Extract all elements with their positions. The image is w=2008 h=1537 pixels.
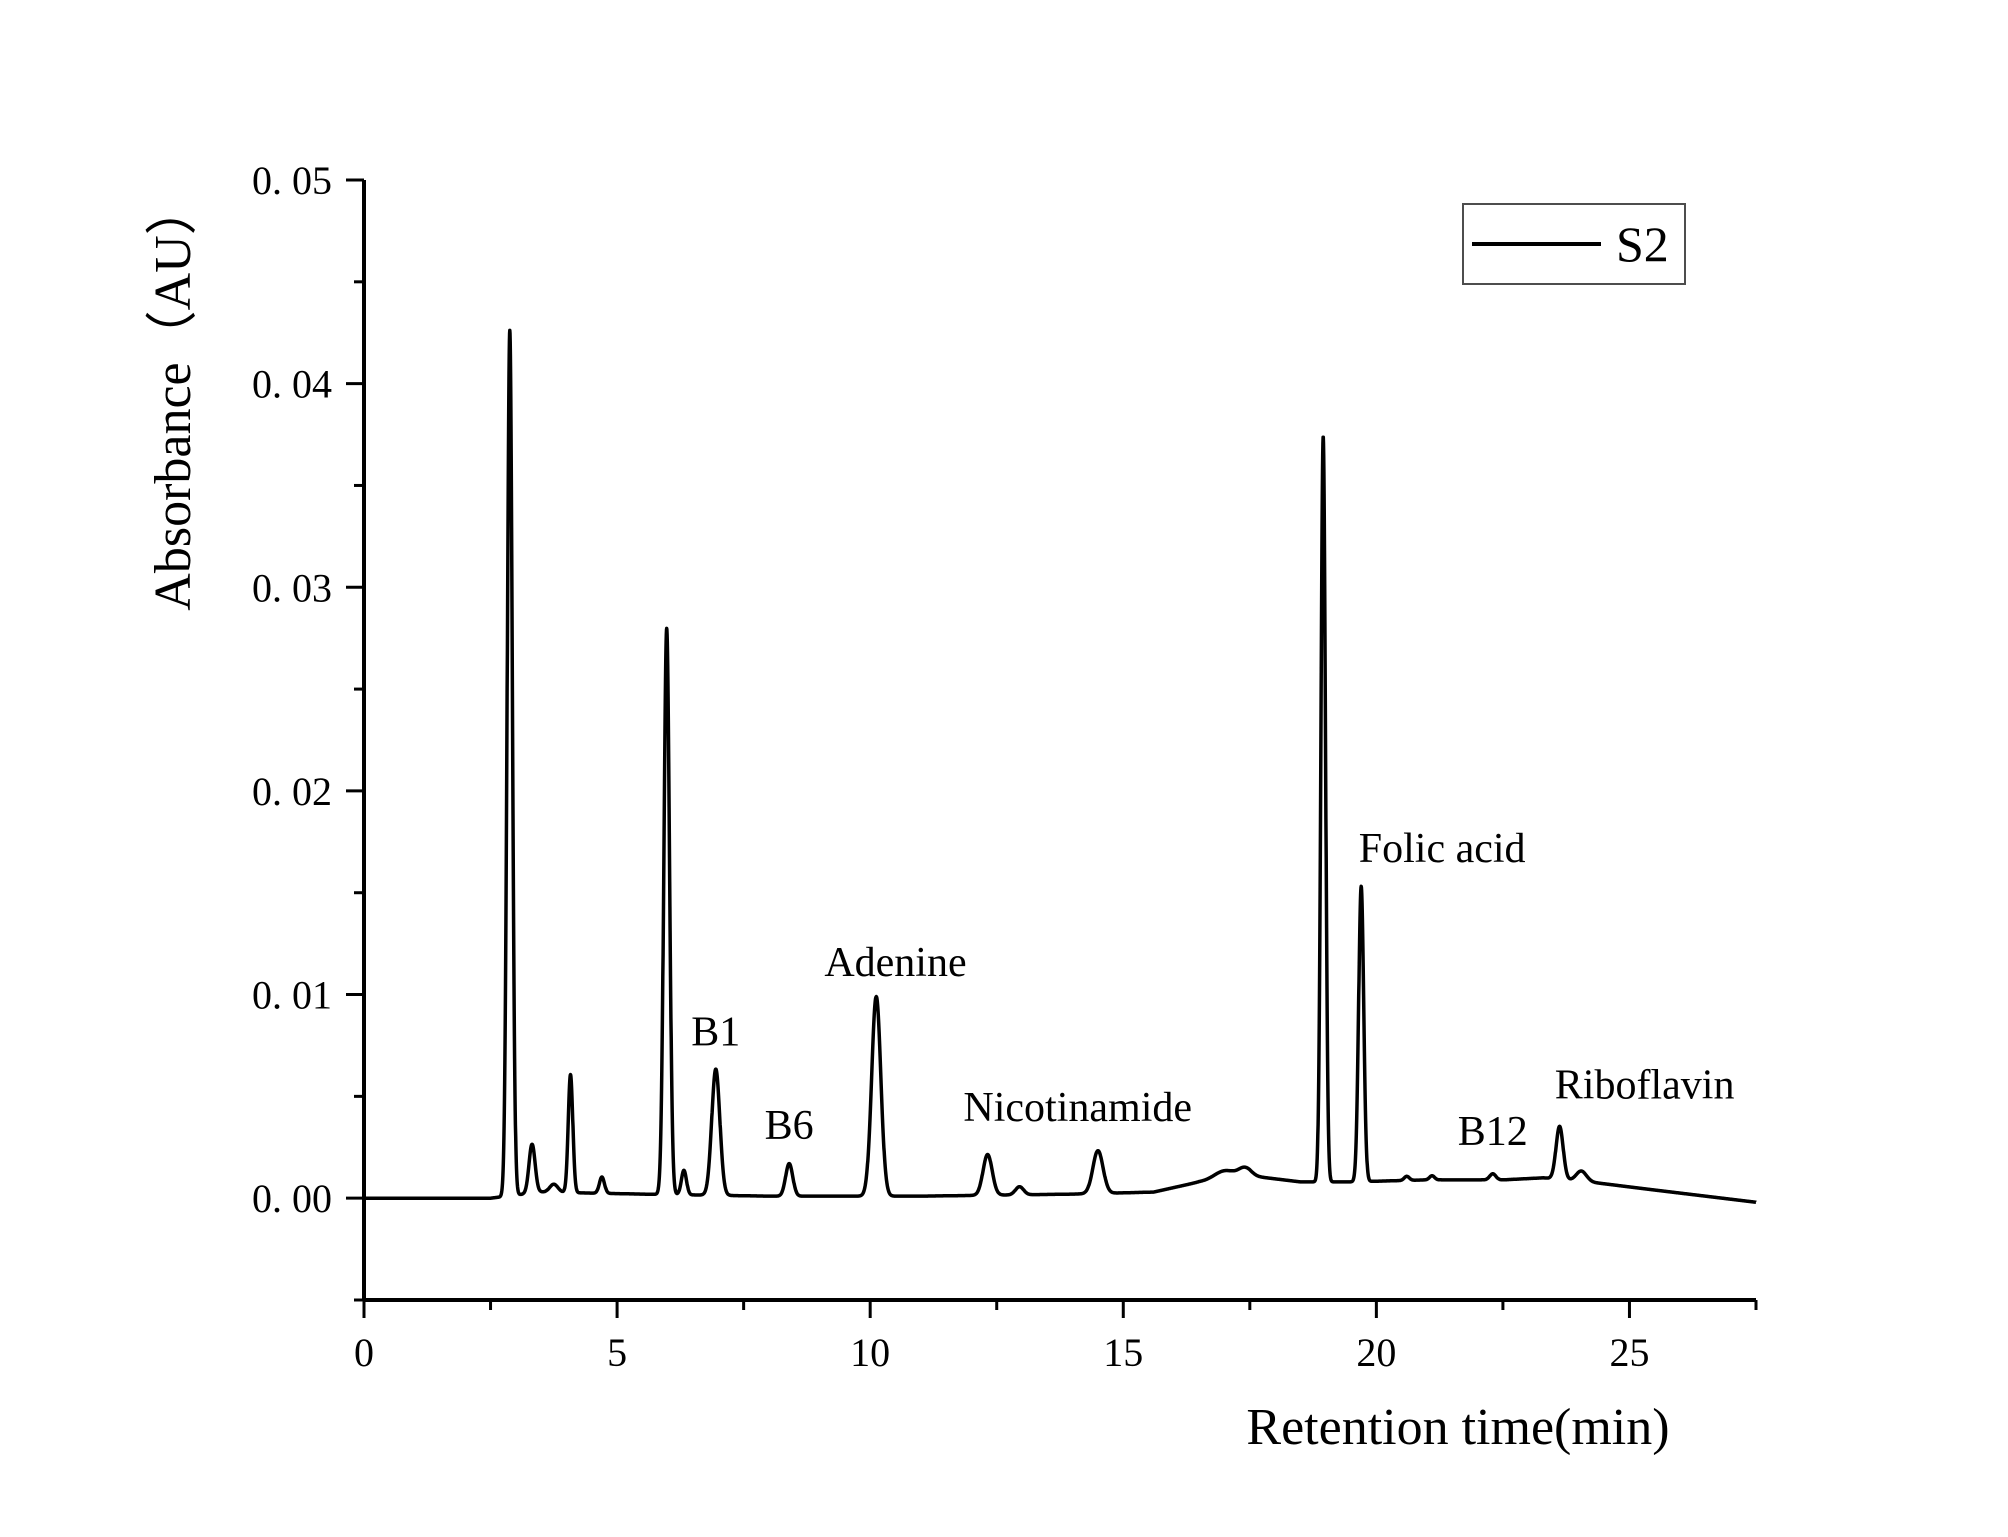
tick-labels: 0. 00 0. 01 0. 02 0. 03 0. 04 0. 05 0 5 10 15 20 25 bbox=[252, 158, 1649, 1375]
x-tick-label: 10 bbox=[850, 1330, 890, 1375]
peak-annotations: B1 B6 Adenine Nicotinamide Folic acid B12 Ribo… bbox=[691, 826, 1734, 1155]
y-tick-label: 0. 02 bbox=[252, 769, 332, 814]
y-axis-title: Absorbance（AU） bbox=[145, 183, 202, 610]
peak-label: B1 bbox=[691, 1009, 740, 1055]
axes bbox=[362, 180, 1756, 1302]
y-tick-label: 0. 05 bbox=[252, 158, 332, 203]
series-line-S2 bbox=[362, 328, 1758, 1204]
x-tick-label: 0 bbox=[354, 1330, 374, 1375]
peak-label: Adenine bbox=[824, 940, 966, 986]
peak-label: Folic acid bbox=[1359, 826, 1526, 872]
peak-label: Riboflavin bbox=[1555, 1062, 1735, 1108]
x-tick-label: 25 bbox=[1609, 1330, 1649, 1375]
peak-label: B6 bbox=[765, 1103, 814, 1149]
series-group bbox=[362, 328, 1758, 1204]
legend: S2 bbox=[1462, 203, 1686, 285]
y-tick-label: 0. 00 bbox=[252, 1176, 332, 1221]
ticks bbox=[346, 178, 1758, 1318]
x-tick-label: 15 bbox=[1103, 1330, 1143, 1375]
x-tick-label: 20 bbox=[1356, 1330, 1396, 1375]
y-tick-label: 0. 01 bbox=[252, 973, 332, 1018]
peak-label: Nicotinamide bbox=[963, 1085, 1192, 1131]
y-tick-label: 0. 04 bbox=[252, 362, 332, 407]
peak-label: B12 bbox=[1458, 1109, 1528, 1155]
y-tick-label: 0. 03 bbox=[252, 565, 332, 610]
legend-label: S2 bbox=[1616, 216, 1669, 272]
x-axis-title: Retention time(min) bbox=[1246, 1399, 1669, 1456]
x-tick-label: 5 bbox=[607, 1330, 627, 1375]
